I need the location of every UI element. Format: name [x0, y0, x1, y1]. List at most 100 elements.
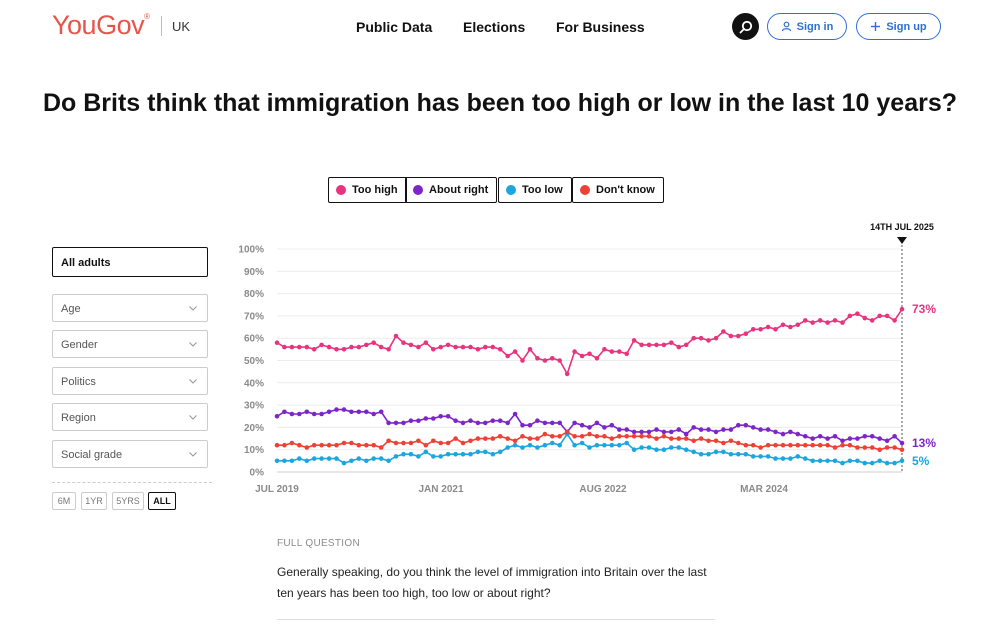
data-point — [706, 438, 711, 444]
data-point — [475, 347, 481, 352]
data-point — [527, 347, 533, 352]
legend-dont-know[interactable]: Don't know — [572, 177, 664, 203]
filter-all-adults[interactable]: All adults — [52, 247, 208, 277]
data-point — [803, 318, 808, 323]
sign-up-button[interactable]: Sign up — [856, 13, 941, 40]
legend-too-high[interactable]: Too high — [328, 177, 407, 203]
data-point — [520, 422, 525, 428]
data-point — [505, 445, 511, 450]
data-point — [386, 438, 391, 444]
logo-divider — [161, 16, 162, 36]
data-point — [587, 351, 592, 357]
data-point — [698, 436, 704, 441]
y-tick-label: 60% — [244, 334, 264, 345]
data-point — [579, 440, 585, 446]
data-point — [326, 442, 332, 448]
data-point — [371, 411, 376, 417]
data-point — [297, 456, 302, 461]
data-point — [609, 442, 615, 448]
legend-about-right[interactable]: About right — [405, 177, 498, 203]
data-point — [691, 449, 696, 455]
data-point — [416, 438, 421, 444]
data-point — [691, 425, 696, 430]
nav-elections[interactable]: Elections — [463, 19, 526, 35]
data-point — [490, 344, 496, 350]
nav-public-data[interactable]: Public Data — [356, 19, 433, 35]
data-point — [758, 427, 763, 432]
data-point — [304, 445, 310, 450]
data-point — [282, 344, 287, 350]
data-point — [803, 434, 808, 439]
x-tick-label: JAN 2021 — [418, 484, 463, 495]
data-point — [319, 342, 324, 348]
x-tick-label: MAR 2024 — [740, 484, 788, 495]
data-point — [341, 347, 347, 352]
data-point — [847, 313, 853, 319]
data-point — [736, 440, 741, 446]
data-point — [579, 434, 585, 439]
data-point — [594, 442, 600, 448]
data-point — [438, 344, 443, 350]
filter-politics[interactable]: Politics — [52, 367, 208, 395]
chevron-down-icon — [189, 415, 197, 420]
date-marker-label: 14TH JUL 2025 — [870, 222, 934, 232]
data-point — [817, 318, 823, 323]
data-point — [676, 436, 682, 441]
region-label[interactable]: UK — [172, 19, 191, 34]
yougov-logo[interactable]: YouGov® — [52, 10, 150, 40]
range-6m-button[interactable]: 6M — [52, 492, 76, 510]
data-point — [899, 447, 905, 452]
legend-label: Too high — [352, 184, 398, 196]
data-point — [349, 458, 354, 464]
data-point — [721, 427, 726, 432]
data-point — [520, 358, 525, 363]
data-point — [862, 434, 868, 439]
data-point — [483, 436, 488, 441]
data-point — [773, 327, 778, 332]
data-point — [364, 409, 369, 415]
range-5yrs-button[interactable]: 5YRS — [112, 492, 144, 510]
data-point — [423, 449, 429, 455]
data-point — [810, 436, 815, 441]
data-point — [855, 436, 860, 441]
data-point — [289, 440, 295, 446]
filter-label: Gender — [61, 339, 98, 351]
legend-too-low[interactable]: Too low — [498, 177, 572, 203]
filter-label: Region — [61, 412, 96, 424]
range-1yr-button[interactable]: 1YR — [81, 492, 107, 510]
data-point — [297, 411, 302, 417]
data-point — [639, 445, 644, 450]
data-point — [326, 409, 332, 415]
sign-in-button[interactable]: Sign in — [767, 13, 847, 40]
data-point — [557, 358, 562, 363]
data-point — [765, 454, 771, 459]
filter-region[interactable]: Region — [52, 403, 208, 431]
data-point — [847, 436, 853, 441]
data-point — [572, 434, 577, 439]
data-point — [557, 434, 562, 439]
data-point — [542, 420, 548, 426]
data-point — [349, 440, 354, 446]
filter-age[interactable]: Age — [52, 294, 208, 322]
range-all-button[interactable]: ALL — [148, 492, 176, 510]
data-point — [803, 456, 808, 461]
data-point — [669, 445, 674, 450]
data-point — [393, 420, 399, 426]
data-point — [438, 414, 443, 419]
filter-social-grade[interactable]: Social grade — [52, 440, 208, 468]
data-point — [810, 320, 815, 325]
data-point — [527, 442, 533, 448]
data-point — [311, 347, 317, 352]
filter-gender[interactable]: Gender — [52, 330, 208, 358]
data-point — [386, 458, 391, 464]
data-point — [669, 429, 674, 435]
data-point — [810, 442, 815, 448]
data-point — [869, 445, 875, 450]
data-point — [602, 347, 607, 352]
search-button[interactable] — [732, 13, 759, 40]
data-point — [609, 422, 615, 428]
data-point — [624, 434, 629, 439]
data-point — [364, 442, 369, 448]
data-point — [505, 420, 511, 426]
nav-for-business[interactable]: For Business — [556, 19, 645, 35]
